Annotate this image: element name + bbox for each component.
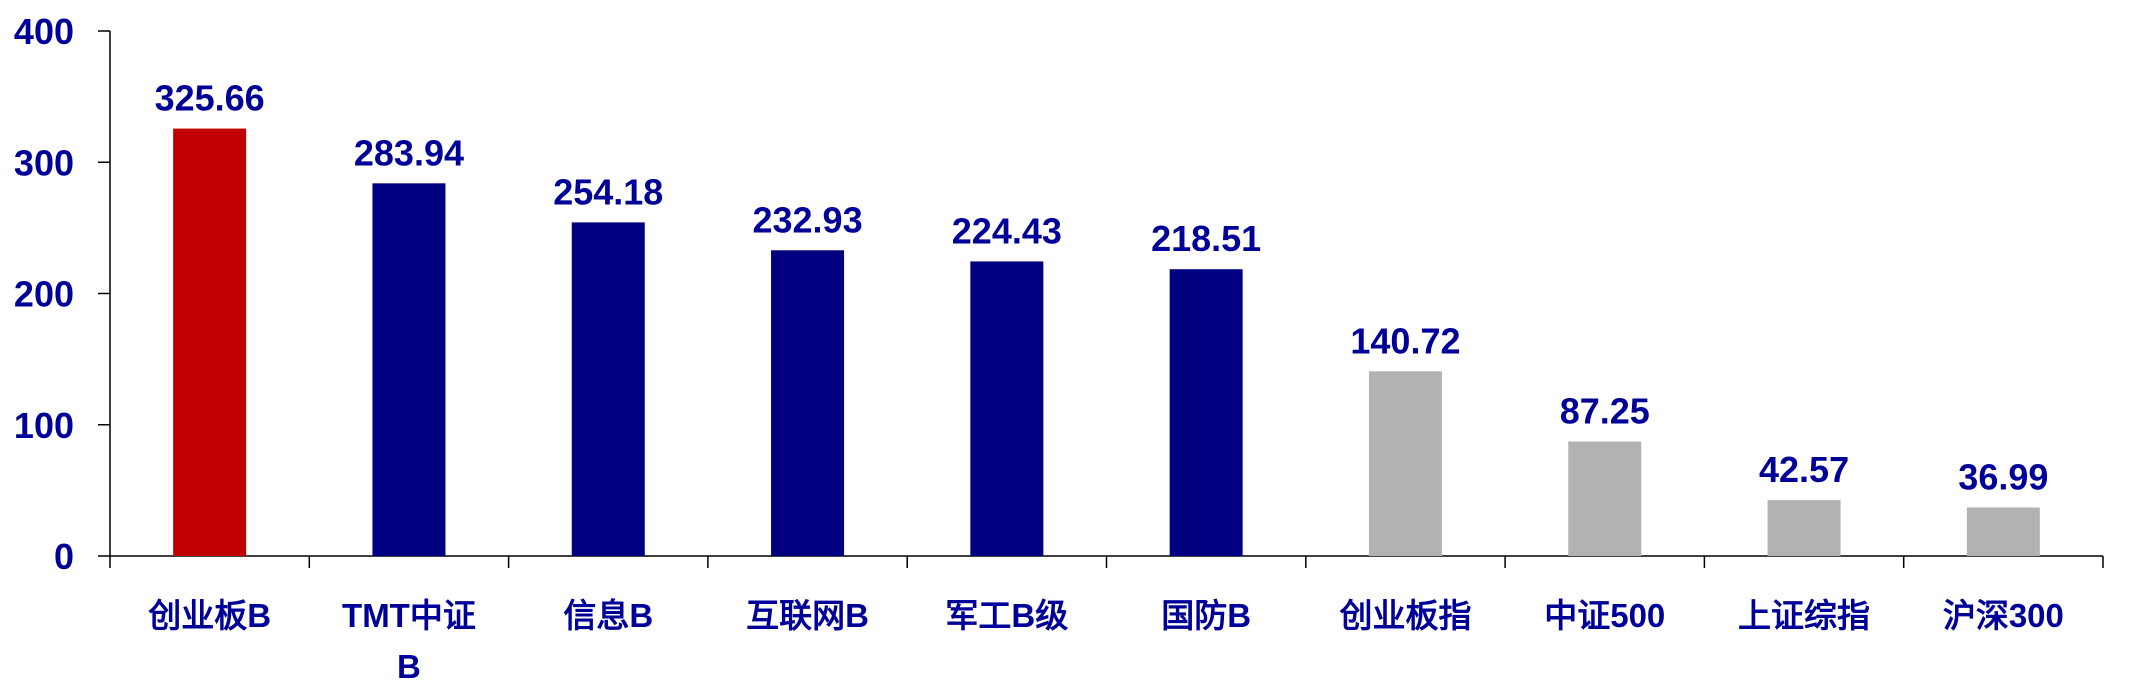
data-label: 42.57 <box>1759 449 1849 490</box>
y-tick-label: 400 <box>14 11 74 52</box>
x-tick-label: 互联网B <box>746 597 869 634</box>
y-tick-label: 200 <box>14 274 74 315</box>
data-label: 254.18 <box>553 171 663 212</box>
y-tick-label: 300 <box>14 142 74 183</box>
data-label: 224.43 <box>952 210 1062 251</box>
bar <box>1568 441 1642 556</box>
bar <box>1169 269 1243 556</box>
bar <box>571 222 645 557</box>
bar <box>173 128 247 557</box>
x-tick-label: 中证500 <box>1544 597 1665 634</box>
y-tick-label: 0 <box>54 536 74 577</box>
bar <box>372 183 446 557</box>
x-tick-label: 军工B级 <box>945 597 1068 634</box>
x-tick-label: 国防B <box>1161 597 1251 634</box>
data-label: 232.93 <box>752 199 862 240</box>
data-label: 218.51 <box>1151 218 1261 259</box>
data-label: 283.94 <box>354 132 464 173</box>
x-tick-label: TMT中证 B <box>342 597 476 685</box>
bar <box>1966 507 2040 556</box>
data-label: 325.66 <box>155 78 265 119</box>
x-tick-label: 上证综指 <box>1738 597 1870 634</box>
data-label: 140.72 <box>1350 320 1460 361</box>
x-tick-label: 创业板指 <box>1338 597 1471 634</box>
data-label: 87.25 <box>1560 390 1650 431</box>
x-tick-label: 信息B <box>563 597 653 634</box>
data-label: 36.99 <box>1958 456 2048 497</box>
x-tick-label: 沪深300 <box>1943 597 2064 634</box>
bar <box>1767 500 1841 556</box>
bar <box>1368 371 1442 556</box>
bar <box>970 261 1044 556</box>
y-tick-label: 100 <box>14 405 74 446</box>
bar <box>771 250 845 557</box>
x-tick-label: 创业板B <box>147 597 271 634</box>
